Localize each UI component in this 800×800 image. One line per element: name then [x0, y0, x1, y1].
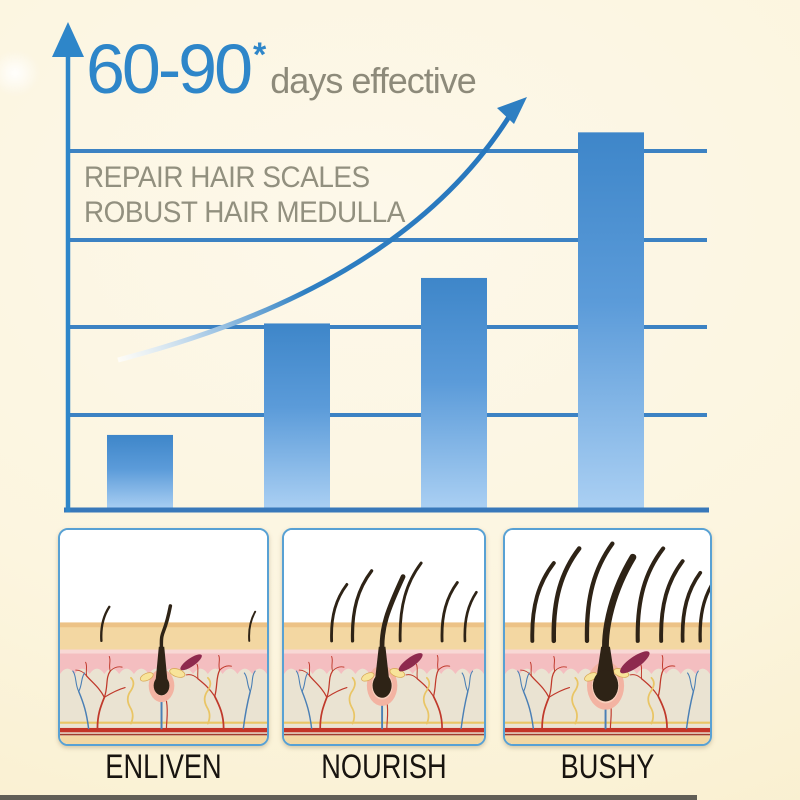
- rising-arrow-icon: [497, 97, 527, 124]
- bottom-progress-strip: [0, 795, 697, 800]
- highlight-smudge: [0, 50, 40, 96]
- panel-label-enliven: ENLIVEN: [105, 747, 222, 786]
- chart-bar: [107, 434, 173, 510]
- annotation-line-1: REPAIR HAIR SCALES: [84, 161, 370, 194]
- panel-label-bushy: BUSHY: [560, 747, 655, 786]
- panel-label-nourish: NOURISH: [321, 747, 447, 786]
- asterisk-icon: *: [253, 36, 267, 74]
- trend-curve: [117, 110, 515, 363]
- headline: 60-90 * days effective: [86, 30, 477, 108]
- chart-annotation: REPAIR HAIR SCALES ROBUST HAIR MEDULLA: [84, 160, 405, 230]
- chart-bar: [578, 132, 644, 510]
- up-arrow-icon: [52, 22, 84, 57]
- stage-panel-bushy: [503, 528, 712, 746]
- days-range-text: 60-90: [86, 30, 253, 108]
- chart-bar: [421, 277, 487, 510]
- bars: [107, 132, 644, 510]
- follicle-illustration: [284, 530, 484, 744]
- annotation-line-2: ROBUST HAIR MEDULLA: [84, 196, 405, 229]
- chart-bar: [264, 323, 330, 510]
- follicle-illustration: [60, 530, 267, 744]
- stage-panel-enliven: [58, 528, 269, 746]
- follicle-illustration: [505, 530, 710, 744]
- days-effective-text: days effective: [270, 60, 476, 101]
- stage-panel-nourish: [282, 528, 486, 746]
